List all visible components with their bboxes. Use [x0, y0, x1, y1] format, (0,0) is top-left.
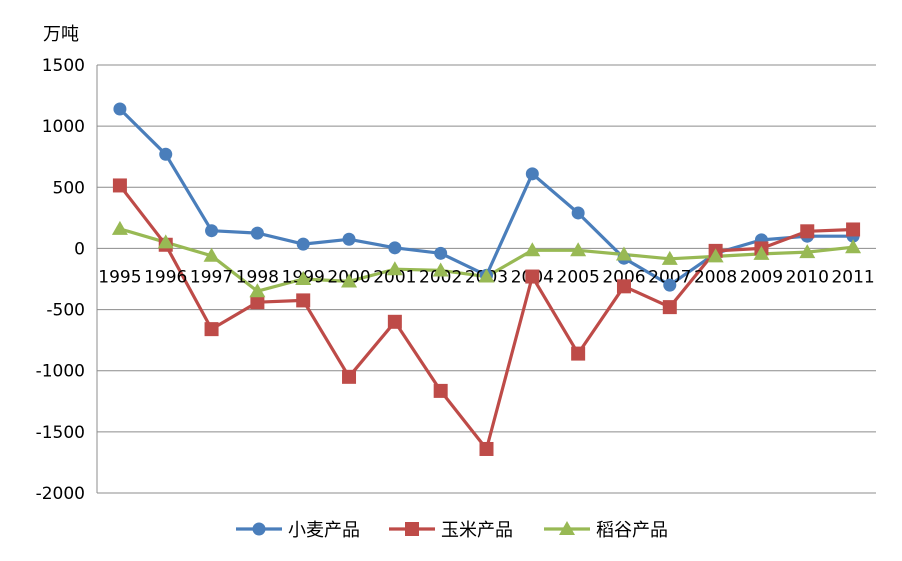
x-axis-ticks: 1995199619971998199920002001200220032004…	[98, 267, 874, 287]
y-tick-label: -500	[46, 301, 85, 321]
series-2-point	[386, 261, 403, 276]
series-0-point	[663, 278, 677, 292]
x-tick-label: 1998	[236, 267, 279, 287]
x-tick-label: 2008	[694, 267, 737, 287]
series-2-point	[799, 244, 816, 259]
series-2-point	[249, 283, 266, 298]
series-2-point	[707, 248, 724, 263]
series-2-point	[661, 250, 678, 265]
y-tick-label: 500	[53, 178, 85, 198]
series-2-point	[615, 246, 632, 261]
y-tick-label: 1000	[42, 117, 85, 137]
series-2-point	[753, 245, 770, 260]
series-2-point	[341, 273, 358, 288]
series-2-point	[432, 262, 449, 277]
series-1-point	[250, 295, 265, 310]
series-2-point	[570, 242, 587, 257]
series-1-point	[296, 293, 311, 308]
series-line-1	[118, 184, 854, 451]
x-tick-label: 2009	[740, 267, 783, 287]
legend-marker-0	[252, 522, 266, 536]
series-2-point	[845, 239, 862, 254]
legend-label: 稻谷产品	[596, 520, 668, 541]
series-1-point	[433, 383, 448, 398]
x-tick-label: 2001	[373, 267, 416, 287]
x-tick-label: 1997	[190, 267, 233, 287]
x-tick-label: 2006	[602, 267, 645, 287]
series-1-point	[571, 346, 586, 361]
series-1-point	[800, 224, 815, 239]
legend-marker-2	[559, 521, 575, 535]
series-1-point	[525, 269, 540, 284]
series-0-point	[571, 206, 585, 220]
series-1-point	[479, 441, 494, 456]
x-tick-label: 2002	[419, 267, 462, 287]
x-tick-label: 1996	[144, 267, 187, 287]
series-2-point	[157, 234, 174, 249]
series-0-point	[205, 224, 219, 238]
series-line-0	[118, 107, 854, 287]
series-0-point	[250, 226, 264, 240]
y-tick-label: -1000	[36, 362, 85, 382]
x-tick-label: 2005	[557, 267, 600, 287]
series-0-point	[388, 241, 402, 255]
x-tick-label: 2010	[786, 267, 829, 287]
series-2-point	[203, 247, 220, 262]
y-axis-title: 万吨	[43, 24, 79, 45]
series-0-point	[525, 167, 539, 181]
series-markers	[111, 102, 862, 456]
series-2-point	[478, 268, 495, 283]
series-1-point	[616, 279, 631, 294]
series-0-point	[342, 232, 356, 246]
y-axis-ticks: 1500 1000 500 0 -500 -1000 -1500 -2000	[36, 56, 85, 504]
series-0-point	[159, 147, 173, 161]
legend-marker-1	[405, 522, 419, 536]
legend: 小麦产品 玉米产品 稻谷产品	[236, 520, 668, 541]
series-1-point	[387, 314, 402, 329]
series-2-point	[295, 271, 312, 285]
series-2-point	[524, 242, 541, 257]
x-tick-label: 1995	[98, 267, 141, 287]
y-tick-label: 0	[74, 239, 85, 259]
series-1-point	[112, 178, 127, 193]
gridlines	[96, 64, 876, 494]
y-tick-label: -1500	[36, 423, 85, 443]
legend-label: 玉米产品	[441, 520, 513, 541]
x-tick-label: 2011	[831, 267, 874, 287]
x-tick-label: 2007	[648, 267, 691, 287]
series-0-point	[296, 237, 310, 251]
series-1-point	[846, 222, 861, 237]
series-1-point	[204, 322, 219, 337]
y-tick-label: -2000	[36, 484, 85, 504]
series-0-point	[113, 102, 127, 116]
series-2-point	[111, 220, 128, 235]
series-1-point	[342, 369, 357, 384]
y-tick-label: 1500	[42, 56, 85, 76]
series-0-point	[434, 246, 448, 260]
series-1-point	[662, 300, 677, 315]
legend-label: 小麦产品	[288, 520, 360, 541]
